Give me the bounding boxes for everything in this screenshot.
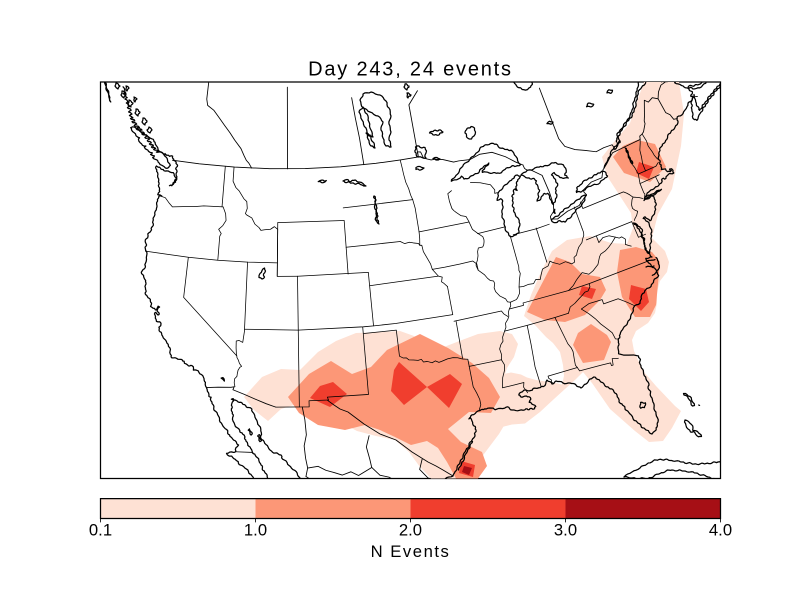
svg-text:4.0: 4.0 — [709, 521, 732, 540]
svg-text:2.0: 2.0 — [399, 521, 422, 540]
svg-text:N Events: N Events — [371, 542, 451, 561]
svg-text:Day 243, 24 events: Day 243, 24 events — [308, 59, 513, 81]
svg-text:0.1: 0.1 — [89, 521, 112, 540]
svg-text:1.0: 1.0 — [244, 521, 267, 540]
svg-text:3.0: 3.0 — [554, 521, 577, 540]
